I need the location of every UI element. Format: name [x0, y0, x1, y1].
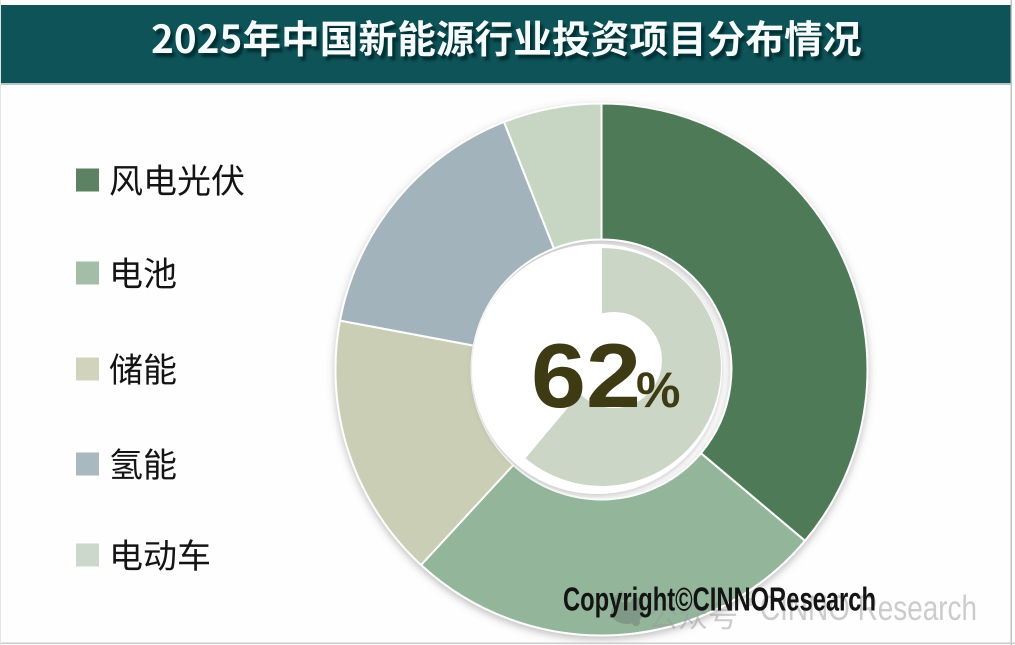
svg-text:Copyright©CINNOResearch: Copyright©CINNOResearch	[563, 581, 876, 618]
svg-text:62: 62	[531, 326, 641, 427]
svg-text:CINNO Research: CINNO Research	[760, 589, 977, 628]
svg-text:%: %	[636, 362, 680, 418]
